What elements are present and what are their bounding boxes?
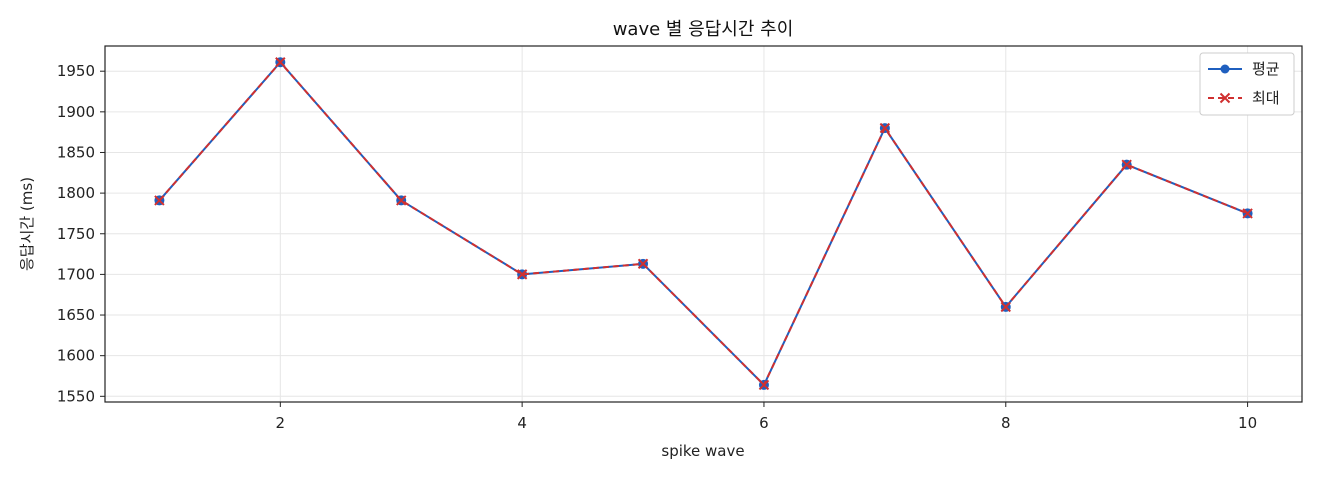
y-tick-label: 1750 — [57, 225, 95, 243]
x-tick-label: 4 — [517, 414, 527, 432]
legend-box — [1199, 52, 1295, 116]
y-tick-label: 1950 — [57, 62, 95, 80]
y-tick-label: 1600 — [57, 347, 95, 365]
data-point-max — [516, 269, 528, 280]
data-point-max — [879, 122, 891, 134]
axis-ticks: 2 4 6 8 10 1550 1600 1650 1700 1750 1800 1850 1900 19… — [57, 62, 1257, 432]
data-point-max — [396, 195, 407, 206]
plot-frame — [104, 45, 1303, 403]
y-tick-label: 1850 — [57, 143, 95, 161]
x-tick-label: 8 — [1001, 414, 1011, 432]
grid — [105, 46, 1302, 402]
y-tick-label: 1800 — [57, 184, 95, 202]
y-tick-label: 1900 — [57, 103, 95, 121]
data-point-max — [758, 379, 770, 391]
legend-marker-avg — [1220, 64, 1230, 74]
legend: 평균 최대 — [1199, 52, 1295, 116]
data-point-max — [154, 195, 165, 206]
x-axis-title: spike wave — [661, 442, 744, 460]
x-tick-label: 2 — [276, 414, 286, 432]
x-tick-label: 6 — [759, 414, 769, 432]
data-point-max — [637, 258, 649, 270]
x-tick-label: 10 — [1238, 414, 1257, 432]
data-point-max — [1000, 301, 1011, 313]
plot-series — [154, 57, 1253, 391]
legend-label-avg: 평균 — [1252, 60, 1280, 78]
series-line-1 — [158, 61, 1248, 386]
legend-label-max: 최대 — [1252, 89, 1280, 107]
data-point-max — [1121, 159, 1132, 170]
legend-marker-max — [1219, 92, 1231, 104]
chart-title: wave 별 응답시간 추이 — [613, 19, 794, 40]
y-tick-label: 1550 — [57, 387, 95, 405]
data-point-max — [275, 57, 286, 68]
y-axis-title: 응답시간 (ms) — [18, 177, 36, 271]
data-point-max — [1242, 208, 1253, 219]
y-tick-label: 1700 — [57, 265, 95, 283]
y-tick-label: 1650 — [57, 306, 95, 324]
